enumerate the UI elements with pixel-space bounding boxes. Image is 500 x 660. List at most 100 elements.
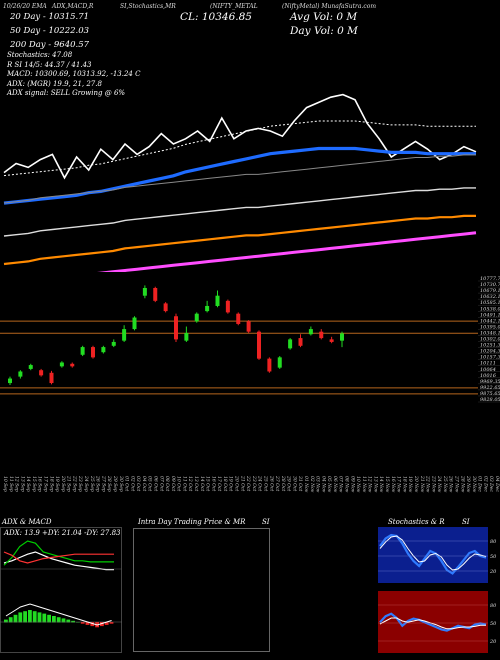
header-fragment: 10/26/20 EMA bbox=[3, 3, 47, 10]
date-tick-label: 02 Oct bbox=[129, 476, 135, 491]
ema-chart bbox=[3, 93, 477, 272]
date-tick-label: 10 Oct bbox=[176, 476, 182, 491]
date-tick-label: 04 Nov bbox=[320, 476, 326, 493]
macd-bar bbox=[8, 617, 13, 623]
date-tick-label: 16 Nov bbox=[390, 476, 396, 493]
candle-body bbox=[277, 357, 282, 368]
date-tick-label: 18 Nov bbox=[401, 476, 407, 493]
rsi-value: R SI 14/5: 44.37 / 41.43 bbox=[7, 61, 92, 69]
date-tick-label: 20 Sep bbox=[60, 475, 66, 492]
macd-bar bbox=[32, 611, 37, 623]
adx-value: ADX: (MGR) 19.9, 21, 27.8 bbox=[7, 80, 102, 88]
date-tick-label: 27 Nov bbox=[453, 475, 459, 493]
date-tick-label: 22 Nov bbox=[425, 475, 431, 493]
date-tick-label: 12 Sep bbox=[14, 476, 20, 492]
date-tick-label: 15 Nov bbox=[384, 476, 390, 493]
intraday-panel-title: Intra Day Trading Price & MR bbox=[138, 518, 246, 526]
candle-body bbox=[39, 370, 44, 376]
date-tick-label: 28 Nov bbox=[459, 475, 465, 493]
date-tick-label: 02 Dec bbox=[482, 476, 488, 492]
candle-body bbox=[132, 317, 137, 330]
date-tick-label: 20 Oct bbox=[234, 475, 240, 491]
price-tick-label: 10442.1 bbox=[480, 318, 500, 324]
date-tick-label: 06 Nov bbox=[332, 476, 338, 493]
date-tick-label: 28 Sep bbox=[106, 475, 112, 492]
ema-grey-line bbox=[3, 154, 476, 204]
price-tick-label: 10251.3 bbox=[480, 343, 500, 349]
macd-bar bbox=[37, 612, 42, 623]
date-tick-label: 25 Oct bbox=[262, 475, 268, 491]
date-tick-label: 03 Nov bbox=[315, 476, 321, 493]
macd-line bbox=[5, 603, 112, 626]
date-tick-label: 11 Sep bbox=[8, 476, 14, 492]
intraday-panel bbox=[133, 528, 270, 652]
date-tick-label: 15 Sep bbox=[31, 476, 37, 492]
macd-bar bbox=[18, 612, 23, 623]
date-tick-label: 02 Nov bbox=[309, 476, 315, 493]
date-tick-label: 30 Sep bbox=[118, 476, 124, 492]
candle-body bbox=[174, 316, 178, 340]
adx-series-2 bbox=[3, 551, 114, 564]
price-tick-label: 10538.05 bbox=[480, 306, 500, 312]
date-tick-label: 31 Oct bbox=[297, 476, 303, 491]
candle-body bbox=[257, 331, 261, 359]
candle-body bbox=[215, 295, 220, 306]
candle-body bbox=[70, 363, 75, 367]
price-tick-label: 10585.1 bbox=[480, 300, 500, 306]
date-tick-label: 23 Oct bbox=[251, 475, 257, 491]
price-tick-label: 10632.1 bbox=[480, 294, 500, 300]
date-tick-label: 20 Nov bbox=[413, 475, 419, 493]
candle-body bbox=[288, 339, 293, 349]
macd-bar bbox=[85, 622, 90, 625]
ema-dotted-line bbox=[3, 120, 476, 177]
ema-series-0 bbox=[3, 93, 477, 180]
day-volume: Day Vol: 0 M bbox=[290, 25, 358, 37]
candle-body bbox=[319, 331, 324, 339]
date-tick-label: 05 Nov bbox=[326, 476, 332, 493]
date-tick-label: 16 Sep bbox=[37, 476, 43, 492]
candle-body bbox=[298, 338, 303, 346]
date-tick-label: 11 Oct bbox=[181, 476, 187, 491]
date-tick-label: 29 Nov bbox=[465, 475, 471, 493]
date-tick-label: 25 Sep bbox=[89, 475, 95, 492]
stoch-tick-label: 80 bbox=[490, 539, 497, 545]
macd-bar bbox=[52, 616, 56, 623]
price-tick-label: 10204.35 bbox=[480, 349, 500, 355]
date-tick-label: 29 Sep bbox=[112, 475, 118, 492]
price-tick-label: 9922.65 bbox=[480, 385, 500, 391]
macd-bar bbox=[56, 617, 61, 623]
candle-body bbox=[59, 362, 64, 367]
stoch-series-1 bbox=[379, 535, 487, 571]
macd-bar bbox=[61, 618, 66, 623]
date-tick-label: 12 Oct bbox=[187, 476, 193, 491]
date-tick-label: 18 Sep bbox=[48, 476, 54, 492]
date-tick-label: 24 Oct bbox=[257, 475, 263, 491]
date-tick-label: 17 Nov bbox=[396, 476, 402, 493]
ema20-label: 20 Day - 10315.71 bbox=[10, 12, 90, 22]
date-tick-label: 13 Sep bbox=[19, 476, 25, 492]
candle-body bbox=[225, 300, 230, 313]
date-tick-label: 24 Nov bbox=[436, 475, 442, 493]
adx-signal: ADX signal: SELL Growing @ 6% bbox=[7, 89, 126, 97]
candle-body bbox=[184, 332, 189, 341]
candle-body bbox=[28, 365, 33, 369]
price-tick-label: 10157.35 bbox=[480, 355, 500, 361]
date-tick-label: 26 Sep bbox=[95, 475, 101, 492]
date-tick-label: 09 Nov bbox=[349, 476, 355, 493]
date-tick-label: 04 Dec bbox=[494, 476, 500, 492]
date-tick-label: 06 Oct bbox=[152, 476, 158, 491]
date-tick-label: 30 Oct bbox=[291, 476, 297, 491]
indicators-label: ADX,MACD,R bbox=[52, 3, 94, 10]
candle-body bbox=[122, 329, 127, 341]
date-tick-label: 18 Oct bbox=[222, 476, 228, 491]
stoch-tick-label: 20 bbox=[489, 569, 497, 575]
macd-bar bbox=[80, 622, 85, 624]
rsi-series-1 bbox=[379, 617, 486, 630]
date-tick-label: 23 Sep bbox=[77, 475, 83, 492]
date-tick-label: 01 Nov bbox=[303, 476, 309, 493]
date-tick-label: 19 Nov bbox=[407, 476, 413, 493]
date-axis: 10 Sep 11 Sep 12 Sep 13 Sep 14 Sep 15 Sep 16 S… bbox=[2, 475, 500, 493]
candle-body bbox=[101, 347, 106, 353]
macd-bar bbox=[66, 619, 71, 623]
stoch-panel-title: Stochastics & R bbox=[388, 518, 445, 526]
